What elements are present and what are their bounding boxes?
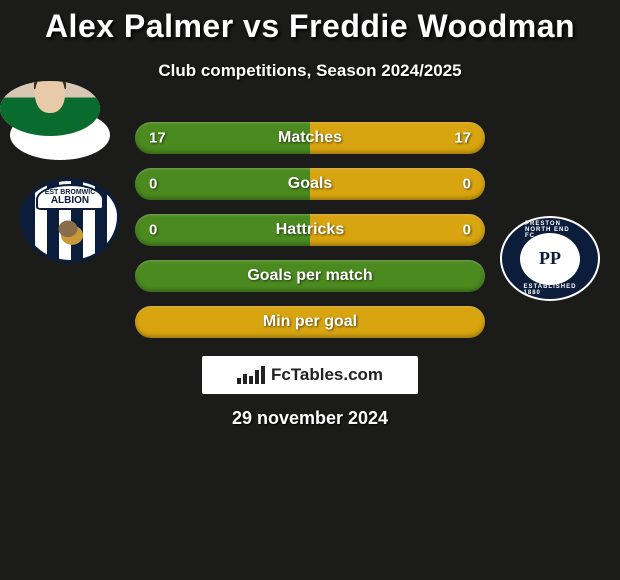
bar-icon-bar (249, 376, 253, 384)
player-right-avatar (0, 81, 100, 136)
stat-label: Goals per match (247, 267, 372, 285)
stat-bar: Goals 0 0 (135, 168, 485, 200)
pne-ring-text-bottom: ESTABLISHED 1880 (524, 284, 577, 296)
stat-bar: Goals per match (135, 260, 485, 292)
bar-chart-icon (237, 366, 265, 384)
subtitle: Club competitions, Season 2024/2025 (0, 61, 620, 81)
bar-icon-bar (243, 374, 247, 384)
bar-icon-bar (237, 378, 241, 384)
watermark: FcTables.com (202, 356, 418, 394)
stat-value-right: 0 (463, 176, 471, 193)
stat-value-right: 17 (454, 130, 471, 147)
pne-monogram: PP (539, 250, 561, 266)
wba-name-panel: EST BROMWIC ALBION (36, 184, 104, 210)
avatar-right-photo (0, 81, 100, 136)
wba-throstle-icon (50, 216, 90, 248)
pne-ring-text-top: PRESTON NORTH END FC (525, 221, 575, 239)
club-crest-left: EST BROMWIC ALBION (20, 178, 120, 263)
comparison-infographic: Alex Palmer vs Freddie Woodman Club comp… (0, 0, 620, 580)
stat-value-left: 0 (149, 222, 157, 239)
bar-icon-bar (255, 370, 259, 384)
watermark-text: FcTables.com (271, 365, 383, 385)
pne-crest: PRESTON NORTH END FC PP ESTABLISHED 1880 (500, 216, 600, 301)
generation-date: 29 november 2024 (232, 408, 388, 429)
stat-value-right: 0 (463, 222, 471, 239)
stat-label: Hattricks (276, 221, 344, 239)
stat-value-left: 17 (149, 130, 166, 147)
stat-bar: Min per goal (135, 306, 485, 338)
stats-list: Matches 17 17 Goals 0 0 Hattricks 0 0 Goals per m… (135, 122, 485, 338)
stat-bar: Hattricks 0 0 (135, 214, 485, 246)
club-crest-right: PRESTON NORTH END FC PP ESTABLISHED 1880 (500, 216, 600, 301)
stat-label: Goals (288, 175, 332, 193)
stat-label: Min per goal (263, 313, 357, 331)
wba-crest: EST BROMWIC ALBION (20, 178, 120, 263)
bar-icon-bar (261, 366, 265, 384)
stat-label: Matches (278, 129, 342, 147)
page-title: Alex Palmer vs Freddie Woodman (0, 0, 620, 45)
stat-value-left: 0 (149, 176, 157, 193)
avatar-face (35, 81, 65, 113)
stat-bar: Matches 17 17 (135, 122, 485, 154)
pne-inner: PP (520, 233, 580, 285)
wba-text-2: ALBION (51, 196, 89, 206)
